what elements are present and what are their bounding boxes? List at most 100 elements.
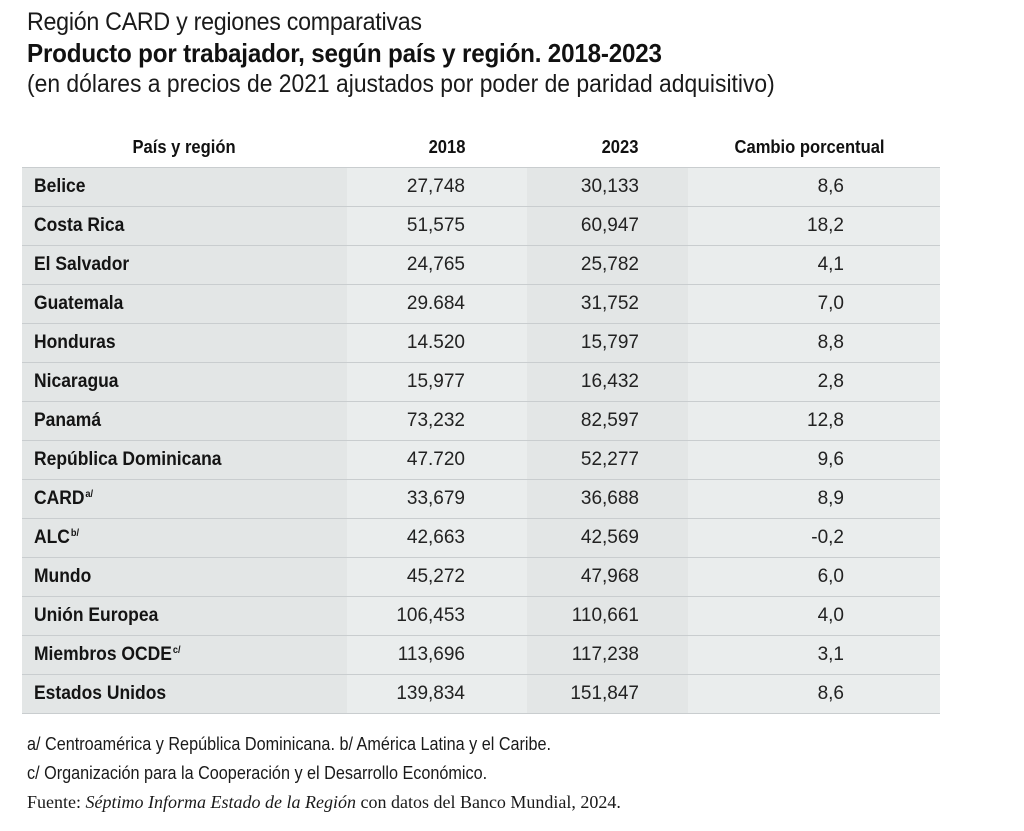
cell-percent-change: -0,2 <box>688 518 940 558</box>
cell-value-2018: 106,453 <box>347 596 527 636</box>
cell-value-2018: 113,696 <box>347 635 527 675</box>
cell-value-2018: 51,575 <box>347 206 527 246</box>
table-row: Belice 27,748 30,133 8,6 <box>22 167 940 207</box>
country-name: Estados Unidos <box>34 683 167 704</box>
table-row: Honduras 14.520 15,797 8,8 <box>22 323 940 363</box>
cell-value-2018: 15,977 <box>347 362 527 402</box>
cell-value-2023: 47,968 <box>527 557 688 597</box>
cell-percent-change: 9,6 <box>688 440 940 480</box>
cell-value-2023: 60,947 <box>527 206 688 246</box>
country-label-wrap: CARDa/ <box>34 488 93 510</box>
cell-country-region: Belice <box>22 167 347 207</box>
country-label-wrap: ALCb/ <box>34 527 79 549</box>
cell-value-2018: 73,232 <box>347 401 527 441</box>
source-note: Fuente: Séptimo Informa Estado de la Reg… <box>27 788 1007 816</box>
cell-country-region: Unión Europea <box>22 596 347 636</box>
table-row: Nicaragua 15,977 16,432 2,8 <box>22 362 940 402</box>
column-header-percent-change: Cambio porcentual <box>688 128 940 168</box>
data-table-container: País y región 2018 2023 Cambio porcentua… <box>22 128 940 714</box>
cell-percent-change: 18,2 <box>688 206 940 246</box>
cell-value-2023: 31,752 <box>527 284 688 324</box>
subtitle: (en dólares a precios de 2021 ajustados … <box>27 70 775 98</box>
country-name: Unión Europea <box>34 605 159 626</box>
cell-country-region: Estados Unidos <box>22 674 347 714</box>
cell-value-2018: 27,748 <box>347 167 527 207</box>
table-row: Guatemala 29.684 31,752 7,0 <box>22 284 940 324</box>
country-name: Nicaragua <box>34 371 119 392</box>
cell-value-2023: 36,688 <box>527 479 688 519</box>
table-row: Panamá 73,232 82,597 12,8 <box>22 401 940 441</box>
header: Región CARD y regiones comparativas Prod… <box>27 6 1017 100</box>
country-label-wrap: Miembros OCDEc/ <box>34 644 181 666</box>
cell-value-2023: 52,277 <box>527 440 688 480</box>
table-row: ALCb/42,663 42,569 -0,2 <box>22 518 940 558</box>
table-row: Costa Rica 51,575 60,947 18,2 <box>22 206 940 246</box>
cell-value-2018: 24,765 <box>347 245 527 285</box>
country-name: Panamá <box>34 410 102 431</box>
cell-value-2018: 47.720 <box>347 440 527 480</box>
cell-country-region: Nicaragua <box>22 362 347 402</box>
cell-percent-change: 8,9 <box>688 479 940 519</box>
cell-value-2018: 45,272 <box>347 557 527 597</box>
cell-country-region: Mundo <box>22 557 347 597</box>
footnote-marker: c/ <box>172 645 181 656</box>
cell-value-2023: 25,782 <box>527 245 688 285</box>
cell-value-2023: 110,661 <box>527 596 688 636</box>
footnote-ab: a/ Centroamérica y República Dominicana.… <box>27 734 552 754</box>
cell-country-region: CARDa/ <box>22 479 347 519</box>
country-name: República Dominicana <box>34 449 222 470</box>
cell-country-region: Honduras <box>22 323 347 363</box>
footnote-marker: a/ <box>85 489 94 500</box>
cell-percent-change: 8,8 <box>688 323 940 363</box>
source-title: Séptimo Informa Estado de la Región <box>85 792 356 812</box>
cell-country-region: Costa Rica <box>22 206 347 246</box>
footnote-marker: b/ <box>70 528 80 539</box>
country-name: Costa Rica <box>34 215 125 236</box>
cell-value-2023: 82,597 <box>527 401 688 441</box>
table-row: Estados Unidos 139,834 151,847 8,6 <box>22 674 940 714</box>
cell-value-2023: 16,432 <box>527 362 688 402</box>
footnotes: a/ Centroamérica y República Dominicana.… <box>27 730 1007 816</box>
table-row: República Dominicana 47.720 52,277 9,6 <box>22 440 940 480</box>
cell-country-region: Panamá <box>22 401 347 441</box>
country-name: El Salvador <box>34 254 130 275</box>
country-name: Guatemala <box>34 293 124 314</box>
column-header-2018: 2018 <box>347 128 527 168</box>
cell-percent-change: 2,8 <box>688 362 940 402</box>
column-header-country: País y región <box>22 128 347 168</box>
column-header-2023: 2023 <box>527 128 688 168</box>
cell-percent-change: 8,6 <box>688 167 940 207</box>
cell-value-2018: 29.684 <box>347 284 527 324</box>
country-name: Miembros OCDE <box>34 644 172 665</box>
cell-country-region: Miembros OCDEc/ <box>22 635 347 675</box>
table-row: El Salvador 24,765 25,782 4,1 <box>22 245 940 285</box>
cell-percent-change: 8,6 <box>688 674 940 714</box>
country-name: CARD <box>34 488 85 509</box>
table-row: Miembros OCDEc/113,696 117,238 3,1 <box>22 635 940 675</box>
main-title: Producto por trabajador, según país y re… <box>27 38 662 68</box>
cell-value-2023: 117,238 <box>527 635 688 675</box>
table-body: Belice 27,748 30,133 8,6 Costa Rica 51,575 60,… <box>22 167 940 714</box>
cell-country-region: Guatemala <box>22 284 347 324</box>
source-prefix: Fuente: <box>27 792 86 812</box>
cell-country-region: El Salvador <box>22 245 347 285</box>
cell-value-2023: 151,847 <box>527 674 688 714</box>
cell-value-2018: 14.520 <box>347 323 527 363</box>
cell-percent-change: 4,1 <box>688 245 940 285</box>
cell-country-region: República Dominicana <box>22 440 347 480</box>
table-row: CARDa/33,679 36,688 8,9 <box>22 479 940 519</box>
cell-value-2018: 33,679 <box>347 479 527 519</box>
country-name: Belice <box>34 176 86 197</box>
cell-value-2023: 42,569 <box>527 518 688 558</box>
cell-value-2023: 30,133 <box>527 167 688 207</box>
cell-value-2018: 139,834 <box>347 674 527 714</box>
cell-value-2023: 15,797 <box>527 323 688 363</box>
cell-percent-change: 7,0 <box>688 284 940 324</box>
country-name: Honduras <box>34 332 116 353</box>
kicker-title: Región CARD y regiones comparativas <box>27 8 422 36</box>
cell-percent-change: 3,1 <box>688 635 940 675</box>
productivity-table: País y región 2018 2023 Cambio porcentua… <box>22 128 940 714</box>
cell-percent-change: 12,8 <box>688 401 940 441</box>
table-row: Mundo 45,272 47,968 6,0 <box>22 557 940 597</box>
country-name: ALC <box>34 527 70 548</box>
